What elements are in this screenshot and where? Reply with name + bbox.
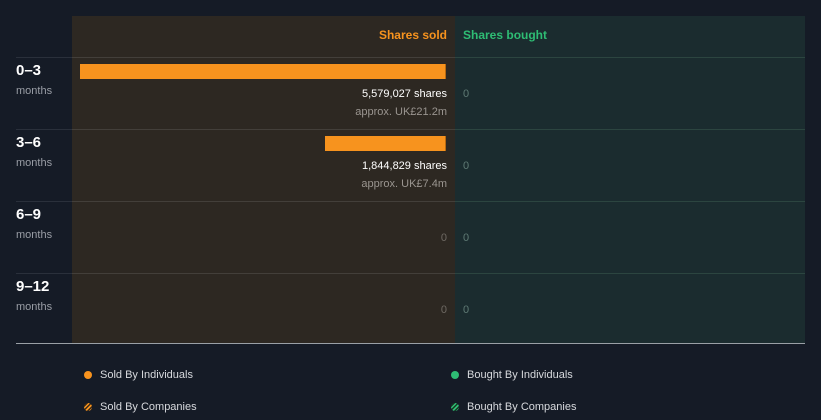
orange-dot-icon bbox=[84, 371, 92, 379]
legend-label: Sold By Individuals bbox=[100, 369, 193, 381]
sold-value: 0 bbox=[440, 232, 447, 244]
row-label: 9–12 months bbox=[16, 278, 52, 313]
legend-label: Sold By Companies bbox=[100, 401, 197, 413]
sold-approx-value: approx. UK£21.2m bbox=[355, 106, 447, 118]
green-dot-icon bbox=[451, 371, 459, 379]
bought-panel bbox=[455, 16, 805, 343]
row-label: 3–6 months bbox=[16, 134, 52, 169]
legend-label: Bought By Individuals bbox=[467, 369, 573, 381]
row-period: 9–12 bbox=[16, 278, 50, 295]
row-label: 0–3 months bbox=[16, 62, 52, 97]
header-shares-bought: Shares bought bbox=[463, 28, 548, 42]
header-shares-sold: Shares sold bbox=[378, 28, 447, 42]
row-unit: months bbox=[16, 157, 53, 169]
bought-value: 0 bbox=[463, 160, 470, 172]
green-hatched-dot-icon bbox=[451, 403, 459, 411]
orange-hatched-dot-icon bbox=[84, 403, 92, 411]
legend-label: Bought By Companies bbox=[467, 401, 577, 413]
bottom-axis-line bbox=[16, 343, 805, 344]
legend-sold-individuals: Sold By Individuals bbox=[84, 369, 193, 381]
legend-bought-individuals: Bought By Individuals bbox=[451, 369, 573, 381]
bought-value: 0 bbox=[463, 304, 470, 316]
row-unit: months bbox=[16, 85, 53, 97]
row-period: 3–6 bbox=[16, 134, 42, 151]
bought-value: 0 bbox=[463, 88, 470, 100]
sold-approx-value: approx. UK£7.4m bbox=[361, 178, 447, 190]
sold-shares-value: 5,579,027 shares bbox=[361, 88, 447, 100]
row-unit: months bbox=[16, 301, 53, 313]
legend-sold-companies: Sold By Companies bbox=[84, 401, 197, 413]
row-period: 0–3 bbox=[16, 62, 42, 79]
row-period: 6–9 bbox=[16, 206, 42, 223]
sold-bar bbox=[80, 64, 446, 79]
legend-bought-companies: Bought By Companies bbox=[451, 401, 576, 413]
sold-bar bbox=[325, 136, 446, 151]
row-unit: months bbox=[16, 229, 53, 241]
sold-value: 0 bbox=[440, 304, 447, 316]
bought-value: 0 bbox=[463, 232, 470, 244]
sold-shares-value: 1,844,829 shares bbox=[361, 160, 447, 172]
row-label: 6–9 months bbox=[16, 206, 52, 241]
